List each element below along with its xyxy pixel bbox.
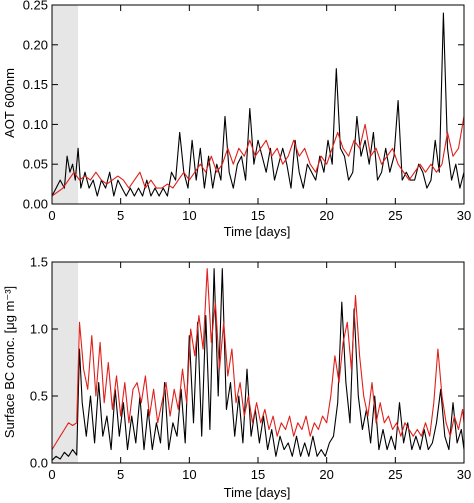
aot-x-tick-label-1: 5	[117, 208, 124, 223]
aot-x-tick-label-6: 30	[457, 208, 471, 223]
bc-y-tick-label-0: 0.0	[30, 456, 48, 471]
bc-x-tick-label-3: 15	[251, 467, 265, 482]
bc-y-tick-label-3: 1.5	[30, 255, 48, 270]
bc-spinup-shade	[52, 262, 79, 463]
bc-series-red-line	[51, 268, 465, 450]
aot-x-tick-label-4: 20	[319, 208, 333, 223]
aot-y-tick-label-4: 0.20	[23, 37, 48, 52]
bc-x-tick-label-1: 5	[117, 467, 124, 482]
bc-x-tick-label-4: 20	[319, 467, 333, 482]
aot-y-tick-label-5: 0.25	[23, 0, 48, 13]
bc-series-black-line	[51, 268, 465, 461]
aot-series-black-line	[51, 12, 465, 197]
aot-series-group	[51, 12, 465, 197]
bc-x-tick-label-5: 25	[388, 467, 402, 482]
bc-x-tick-group: 0 5 10 15 20 25 30	[48, 262, 471, 482]
aot-x-tick-label-2: 10	[182, 208, 196, 223]
bc-y-tick-label-2: 1.0	[30, 322, 48, 337]
aot-plot-frame	[51, 4, 465, 205]
bc-plot-frame	[51, 261, 465, 464]
aot-x-tick-label-0: 0	[48, 208, 55, 223]
aot-y-tick-label-2: 0.10	[23, 117, 48, 132]
aot-x-tick-group: 0 5 10 15 20 25 30	[48, 5, 471, 223]
aot-y-tick-group: 0.00 0.05 0.10 0.15 0.20 0.25	[23, 0, 464, 212]
bc-x-axis-label: Time [days]	[224, 485, 291, 500]
aot-panel: 0 5 10 15 20 25 30 0.00 0.05 0.10 0.15 0.20 0.25 AO…	[2, 0, 471, 239]
aot-y-axis-label: AOT 600nm	[2, 68, 17, 138]
bc-y-tick-group: 0.0 0.5 1.0 1.5	[30, 255, 464, 471]
bc-x-tick-label-6: 30	[457, 467, 471, 482]
bc-y-axis-label: Surface BC conc. [μg m⁻³]	[2, 286, 17, 438]
aot-y-tick-label-0: 0.00	[23, 197, 48, 212]
aot-y-tick-label-1: 0.05	[23, 157, 48, 172]
aot-x-axis-label: Time [days]	[224, 224, 291, 239]
aot-y-tick-label-3: 0.15	[23, 77, 48, 92]
bc-y-tick-label-1: 0.5	[30, 389, 48, 404]
bc-x-tick-label-2: 10	[182, 467, 196, 482]
aot-series-red-line	[51, 116, 465, 197]
bc-panel: 0 5 10 15 20 25 30 0.0 0.5 1.0 1.5 Surface BC con…	[2, 255, 471, 501]
bc-series-group	[51, 268, 465, 461]
bc-x-tick-label-0: 0	[48, 467, 55, 482]
aot-x-tick-label-3: 15	[251, 208, 265, 223]
aot-x-tick-label-5: 25	[388, 208, 402, 223]
